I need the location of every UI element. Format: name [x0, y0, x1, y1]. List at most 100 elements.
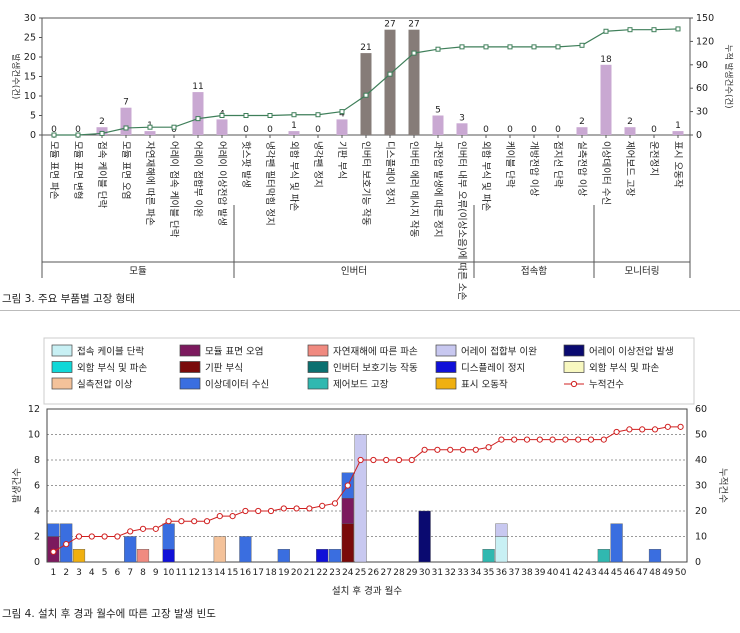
y-tick-label: 0	[30, 130, 36, 141]
cumulative-point	[651, 426, 659, 433]
bar-segment	[328, 549, 342, 563]
cumulative-point	[123, 125, 129, 131]
bar-segment	[316, 549, 329, 563]
cumulative-point	[127, 528, 134, 535]
y2-axis-title: 누적건수	[717, 468, 729, 503]
x-category-label: 과전압 발생에 따른 정지	[432, 141, 444, 237]
bar-value-label: 1	[675, 121, 681, 131]
y-tick-label: 15	[24, 72, 36, 83]
group-label: 인버터	[341, 266, 367, 277]
bar-segment	[482, 549, 495, 563]
cumulative-point	[139, 525, 147, 532]
x-tick-label: 38	[521, 568, 533, 578]
cumulative-point	[498, 436, 505, 443]
bar-segment	[354, 434, 367, 563]
x-tick-label: 47	[636, 568, 647, 578]
bar-segment	[162, 549, 175, 563]
cumulative-point	[447, 446, 454, 453]
cumulative-point	[651, 27, 657, 33]
x-tick-label: 42	[572, 568, 583, 578]
x-category-label: 어레이 접속 케이블 단락	[168, 141, 180, 238]
y-tick-label: 2	[34, 532, 40, 543]
y2-tick-label: 60	[696, 83, 708, 94]
x-tick-label: 13	[201, 568, 212, 578]
cumulative-point	[280, 505, 287, 512]
cumulative-point	[370, 456, 377, 464]
x-category-label: 실측전압 이상	[576, 141, 588, 197]
cumulative-point	[549, 436, 556, 443]
cumulative-point	[579, 42, 585, 48]
bar-value-label: 0	[171, 125, 177, 135]
bar-value-label: 0	[243, 125, 249, 135]
cumulative-point	[639, 426, 646, 433]
bar-value-label: 0	[507, 125, 513, 135]
x-tick-label: 5	[102, 568, 108, 578]
legend-label: 외함 부식 및 파손	[589, 362, 659, 374]
y-tick-label: 20	[24, 52, 36, 63]
cumulative-point	[411, 50, 417, 56]
cumulative-point	[523, 436, 531, 443]
bar-value-label: 0	[531, 125, 537, 135]
cumulative-point	[63, 541, 70, 548]
legend-swatch	[307, 377, 329, 390]
cumulative-point	[75, 533, 83, 540]
x-tick-label: 27	[380, 568, 391, 578]
x-tick-label: 28	[393, 568, 405, 578]
bar	[288, 131, 300, 135]
y-tick-label: 10	[28, 430, 40, 441]
bar-value-label: 18	[600, 55, 612, 65]
y-tick-label: 12	[28, 404, 40, 415]
x-tick-label: 22	[316, 568, 327, 578]
x-tick-label: 40	[547, 568, 559, 578]
x-category-label: 이상데이터 수신	[600, 141, 611, 205]
bar-value-label: 4	[339, 109, 345, 119]
x-tick-label: 45	[611, 568, 622, 578]
cumulative-point	[435, 46, 441, 52]
cumulative-point	[434, 446, 441, 453]
x-tick-label: 1	[51, 568, 57, 578]
x-category-label: 인버터 보호기능 작동	[360, 141, 371, 226]
y2-tick-label: 20	[695, 506, 707, 517]
y-tick-label: 4	[34, 506, 40, 517]
cumulative-point	[408, 456, 415, 464]
cumulative-point	[99, 130, 105, 136]
legend-label: 이상데이터 수신	[205, 380, 269, 391]
bar-value-label: 27	[408, 20, 419, 30]
y-axis-title: 발생건수(건)	[10, 54, 21, 100]
y-tick-label: 25	[24, 33, 36, 44]
bar	[144, 131, 156, 135]
bar-segment	[277, 549, 290, 563]
divider	[0, 310, 740, 311]
cumulative-point	[114, 533, 121, 540]
x-category-label: 제어보드 고장	[624, 141, 635, 197]
y2-axis-title: 누적 발생건수(건)	[723, 44, 734, 108]
x-tick-label: 36	[496, 568, 508, 578]
legend-swatch	[435, 377, 457, 390]
x-tick-label: 2	[63, 568, 69, 578]
legend-swatch	[570, 380, 578, 388]
y2-tick-label: 30	[696, 107, 708, 118]
cumulative-point	[243, 113, 249, 118]
cumulative-point	[291, 112, 297, 118]
cumulative-point	[536, 436, 543, 443]
cumulative-point	[459, 44, 465, 50]
y-axis-title: 발생건수	[12, 468, 23, 503]
legend-label: 자연재해에 따른 파손	[333, 346, 418, 358]
bar	[600, 64, 612, 135]
bar	[408, 29, 420, 136]
y-tick-label: 30	[24, 13, 36, 24]
legend-swatch	[51, 361, 73, 373]
cumulative-point	[603, 28, 609, 34]
bar-value-label: 0	[555, 125, 561, 135]
x-tick-label: 18	[265, 568, 277, 578]
x-tick-label: 21	[304, 568, 315, 578]
cumulative-point	[421, 446, 428, 453]
bar	[192, 92, 204, 135]
cumulative-point	[50, 548, 57, 555]
cumulative-point	[677, 423, 684, 430]
cumulative-point	[242, 507, 249, 515]
cumulative-point	[485, 444, 492, 451]
cumulative-point	[203, 518, 211, 525]
